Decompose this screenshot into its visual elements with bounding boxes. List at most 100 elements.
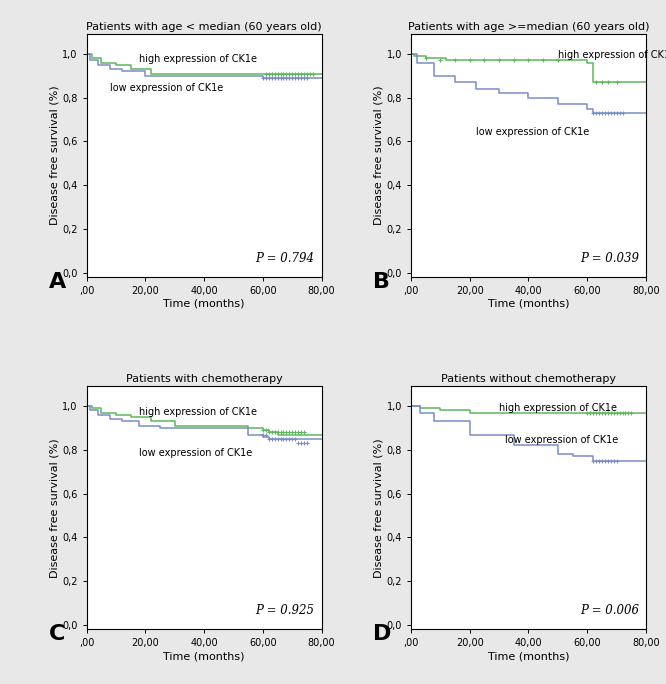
Point [588,407,599,418]
Text: A: A [49,272,66,292]
Point [258,73,268,83]
Point [293,68,304,79]
Point [597,456,607,466]
Point [296,73,306,83]
Point [296,427,306,438]
Point [293,438,304,449]
Point [278,68,289,79]
Text: P = 0.039: P = 0.039 [580,252,639,265]
Point [275,427,286,438]
Point [269,68,280,79]
Y-axis label: Disease free survival (%): Disease free survival (%) [374,438,384,578]
Point [593,107,604,118]
Point [298,427,309,438]
Point [298,73,309,83]
Point [260,425,271,436]
Point [494,55,504,66]
Text: low expression of CK1e: low expression of CK1e [139,448,252,458]
Point [591,77,601,88]
Point [281,427,292,438]
Point [302,73,312,83]
Text: high expression of CK1e: high expression of CK1e [558,50,666,60]
Point [617,407,628,418]
Point [626,407,637,418]
Point [617,107,628,118]
Point [284,68,294,79]
Point [582,407,593,418]
Point [269,427,280,438]
Title: Patients with age >=median (60 years old): Patients with age >=median (60 years old… [408,22,649,32]
Point [603,107,613,118]
Point [302,438,312,449]
Text: P = 0.006: P = 0.006 [580,604,639,617]
Point [464,55,475,66]
Point [264,434,274,445]
X-axis label: Time (months): Time (months) [163,651,245,661]
Text: low expression of CK1e: low expression of CK1e [505,435,618,445]
Point [420,53,431,64]
Point [538,55,549,66]
Point [620,407,631,418]
Title: Patients with chemotherapy: Patients with chemotherapy [126,374,282,384]
Point [593,407,604,418]
X-axis label: Time (months): Time (months) [488,651,569,661]
Point [553,55,563,66]
Point [281,68,292,79]
Point [608,456,619,466]
Text: P = 0.925: P = 0.925 [256,604,314,617]
Point [588,107,599,118]
Point [597,107,607,118]
Point [296,68,306,79]
Title: Patients without chemotherapy: Patients without chemotherapy [441,374,616,384]
Point [298,68,309,79]
Point [284,434,294,445]
Point [290,68,300,79]
Point [450,55,460,66]
Point [272,427,283,438]
Point [603,77,613,88]
Point [266,68,277,79]
Point [266,427,277,438]
Point [287,73,298,83]
Point [272,73,283,83]
Point [308,68,318,79]
Point [293,73,304,83]
Point [260,68,271,79]
Point [272,68,283,79]
Point [605,407,616,418]
Text: B: B [374,272,390,292]
Text: P = 0.794: P = 0.794 [256,252,314,265]
Point [588,456,599,466]
Point [591,456,601,466]
Point [264,73,274,83]
Point [523,55,534,66]
Text: C: C [49,624,65,644]
Point [585,407,595,418]
Point [278,427,289,438]
Point [260,73,271,83]
Point [278,434,289,445]
Point [298,438,309,449]
Point [264,427,274,438]
Point [611,456,622,466]
Text: high expression of CK1e: high expression of CK1e [499,403,617,413]
Point [278,73,289,83]
Point [603,407,613,418]
Point [258,429,268,440]
Point [479,55,490,66]
Point [623,407,634,418]
Point [605,456,616,466]
Point [608,407,619,418]
Title: Patients with age < median (60 years old): Patients with age < median (60 years old… [87,22,322,32]
X-axis label: Time (months): Time (months) [488,299,569,309]
Point [284,427,294,438]
Point [281,434,292,445]
Point [614,107,625,118]
Point [258,425,268,436]
Point [290,73,300,83]
X-axis label: Time (months): Time (months) [163,299,245,309]
Point [599,407,610,418]
Text: D: D [374,624,392,644]
Point [605,107,616,118]
Text: low expression of CK1e: low expression of CK1e [476,127,589,137]
